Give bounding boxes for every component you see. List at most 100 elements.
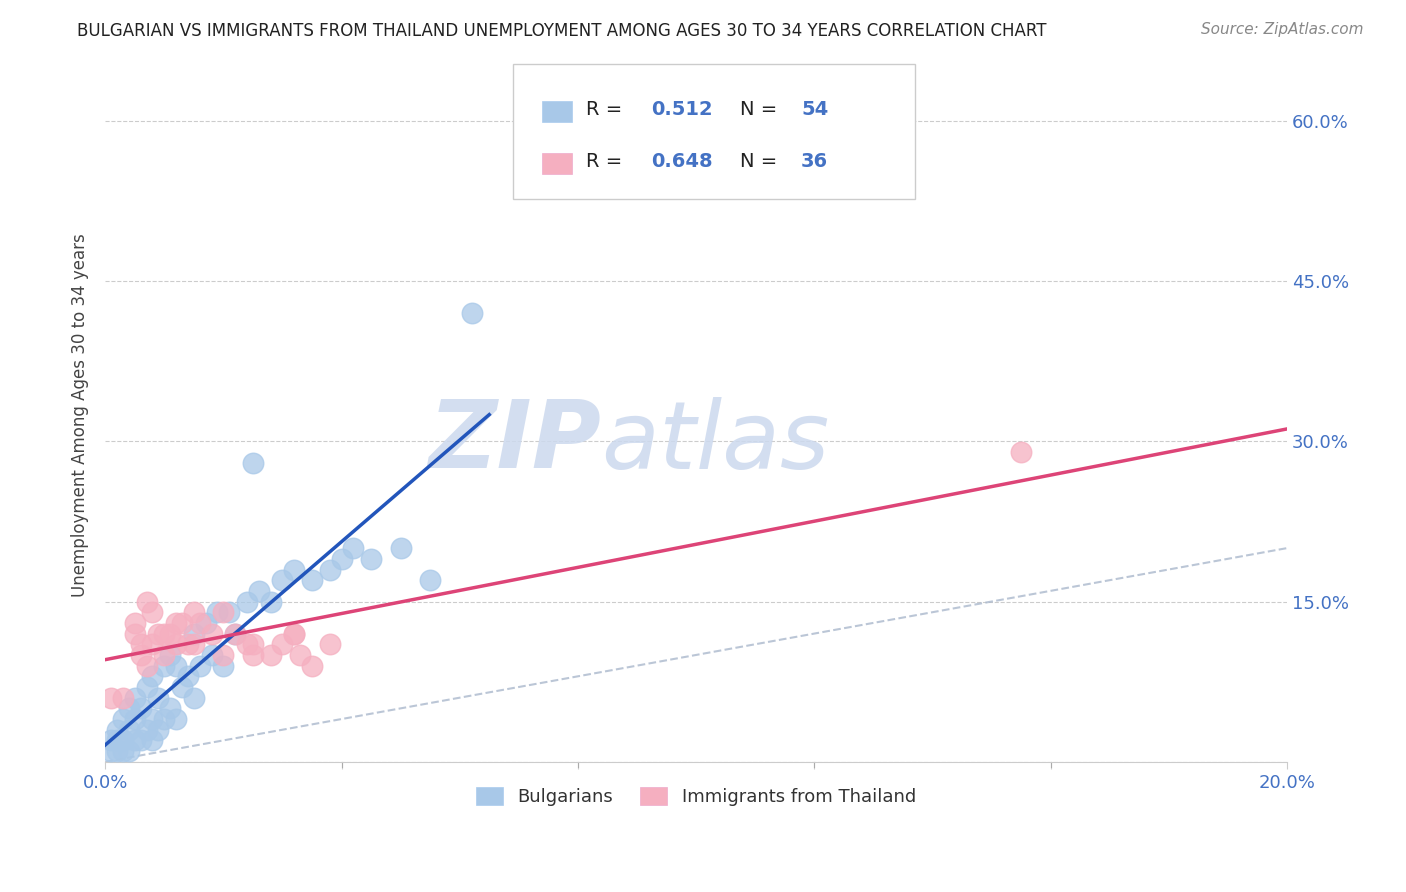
- Text: Source: ZipAtlas.com: Source: ZipAtlas.com: [1201, 22, 1364, 37]
- Text: atlas: atlas: [602, 397, 830, 488]
- Point: [460, 306, 482, 320]
- Point: [141, 605, 163, 619]
- Point: [242, 456, 264, 470]
- Text: 54: 54: [801, 100, 828, 119]
- Point: [247, 583, 270, 598]
- Point: [283, 562, 305, 576]
- Point: [141, 733, 163, 747]
- Text: 0.648: 0.648: [651, 152, 713, 170]
- Point: [153, 658, 176, 673]
- Point: [148, 626, 170, 640]
- Point: [129, 648, 152, 662]
- Point: [159, 701, 181, 715]
- Point: [342, 541, 364, 556]
- Point: [218, 605, 240, 619]
- Point: [135, 658, 157, 673]
- FancyBboxPatch shape: [513, 64, 915, 200]
- Point: [148, 690, 170, 705]
- Point: [283, 626, 305, 640]
- Point: [177, 669, 200, 683]
- Point: [301, 573, 323, 587]
- Text: 36: 36: [801, 152, 828, 170]
- Point: [200, 648, 222, 662]
- Point: [135, 680, 157, 694]
- Point: [105, 723, 128, 737]
- Point: [100, 690, 122, 705]
- Point: [188, 658, 211, 673]
- Point: [129, 733, 152, 747]
- Point: [153, 712, 176, 726]
- Text: 0.512: 0.512: [651, 100, 713, 119]
- FancyBboxPatch shape: [543, 101, 572, 121]
- Point: [111, 733, 134, 747]
- Point: [165, 712, 187, 726]
- Text: R =: R =: [586, 152, 628, 170]
- Point: [224, 626, 246, 640]
- Point: [111, 744, 134, 758]
- Point: [165, 615, 187, 630]
- Point: [389, 541, 412, 556]
- Point: [135, 723, 157, 737]
- Point: [141, 712, 163, 726]
- Point: [183, 637, 205, 651]
- Y-axis label: Unemployment Among Ages 30 to 34 years: Unemployment Among Ages 30 to 34 years: [72, 233, 89, 597]
- Point: [1010, 445, 1032, 459]
- Point: [100, 733, 122, 747]
- Point: [118, 723, 141, 737]
- Point: [207, 605, 229, 619]
- Point: [212, 648, 235, 662]
- Point: [236, 594, 259, 608]
- Point: [105, 744, 128, 758]
- Point: [153, 626, 176, 640]
- Point: [153, 648, 176, 662]
- Point: [200, 626, 222, 640]
- Text: BULGARIAN VS IMMIGRANTS FROM THAILAND UNEMPLOYMENT AMONG AGES 30 TO 34 YEARS COR: BULGARIAN VS IMMIGRANTS FROM THAILAND UN…: [77, 22, 1047, 40]
- Point: [183, 605, 205, 619]
- Point: [271, 637, 294, 651]
- Point: [135, 594, 157, 608]
- Point: [159, 626, 181, 640]
- Point: [165, 637, 187, 651]
- Point: [124, 690, 146, 705]
- Point: [330, 551, 353, 566]
- Point: [288, 648, 311, 662]
- Point: [271, 573, 294, 587]
- Point: [159, 648, 181, 662]
- Point: [118, 701, 141, 715]
- Point: [100, 744, 122, 758]
- Text: ZIP: ZIP: [429, 396, 602, 489]
- Text: N =: N =: [740, 100, 783, 119]
- Point: [319, 637, 342, 651]
- Point: [259, 648, 281, 662]
- Point: [319, 562, 342, 576]
- Text: R =: R =: [586, 100, 628, 119]
- Point: [419, 573, 441, 587]
- Text: N =: N =: [740, 152, 783, 170]
- Point: [111, 712, 134, 726]
- Point: [141, 669, 163, 683]
- Point: [148, 723, 170, 737]
- Point: [141, 637, 163, 651]
- Point: [224, 626, 246, 640]
- Point: [170, 680, 193, 694]
- Point: [129, 637, 152, 651]
- Point: [129, 701, 152, 715]
- Point: [259, 594, 281, 608]
- Point: [124, 615, 146, 630]
- Point: [170, 615, 193, 630]
- Point: [212, 605, 235, 619]
- Point: [242, 648, 264, 662]
- Point: [124, 733, 146, 747]
- Point: [242, 637, 264, 651]
- Point: [360, 551, 382, 566]
- Point: [177, 637, 200, 651]
- Point: [118, 744, 141, 758]
- Point: [124, 712, 146, 726]
- Point: [105, 733, 128, 747]
- Point: [212, 658, 235, 673]
- Point: [236, 637, 259, 651]
- Point: [183, 626, 205, 640]
- Point: [188, 615, 211, 630]
- Point: [111, 690, 134, 705]
- Point: [183, 690, 205, 705]
